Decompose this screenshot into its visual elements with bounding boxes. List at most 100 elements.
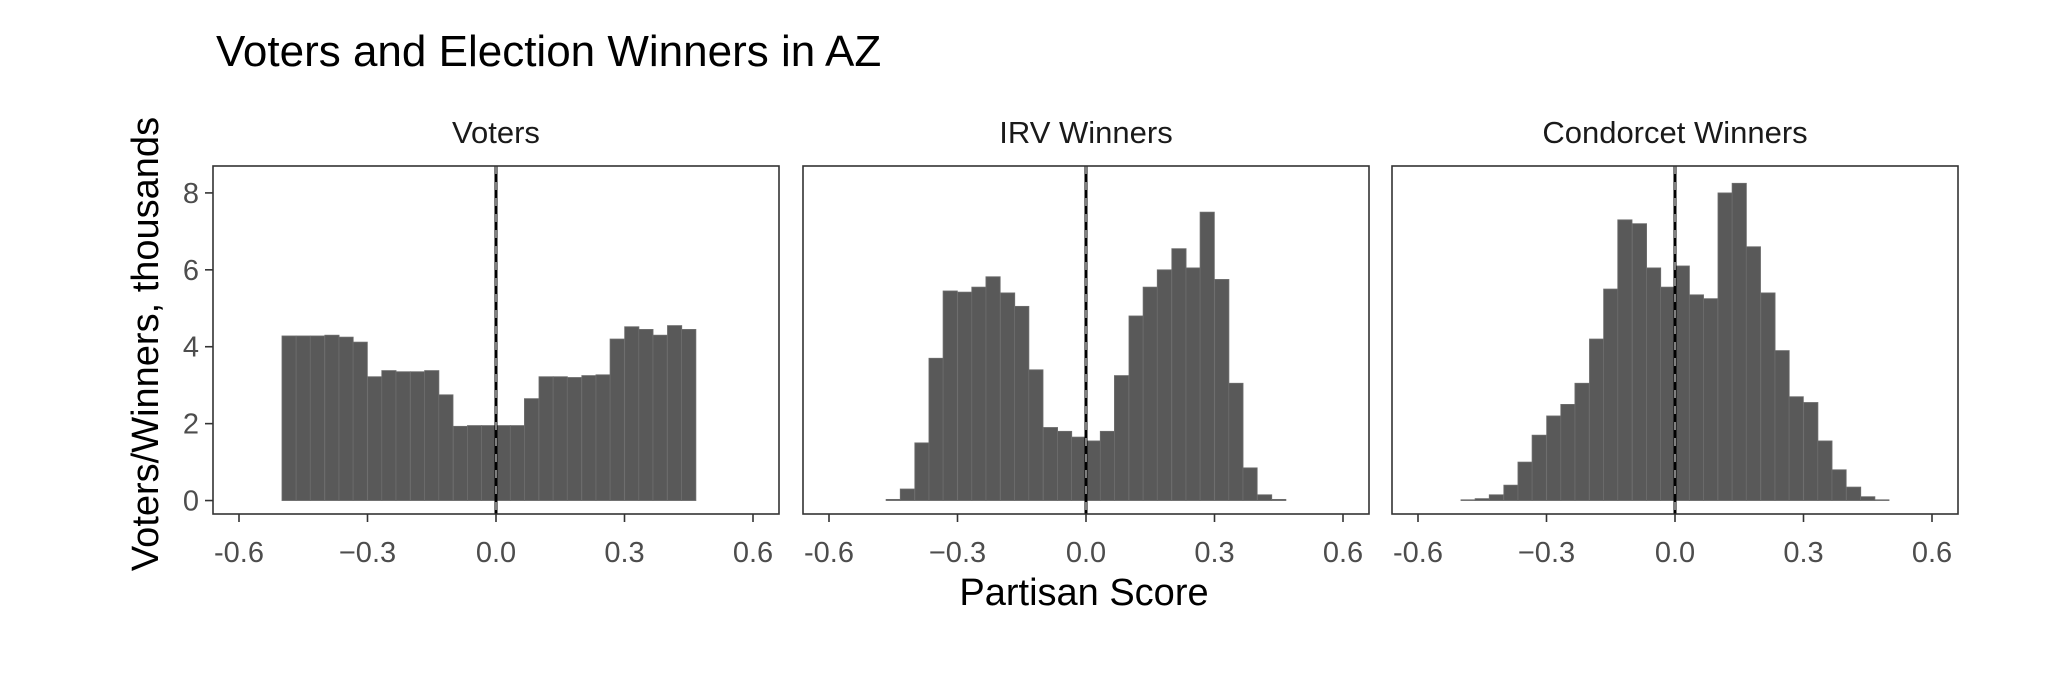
histogram-bar [1603, 288, 1619, 501]
histogram-bar [1774, 350, 1790, 501]
histogram-bar [424, 370, 440, 501]
histogram-bar [309, 335, 325, 501]
histogram-bar [581, 375, 597, 501]
histogram-bar [281, 335, 297, 501]
panel-3: Condorcet Winners -0.6 −0.3 0.0 0.3 0.6 [1391, 115, 1959, 569]
panel-strip-label: Voters [452, 115, 540, 150]
histogram-bar [1071, 436, 1087, 501]
histogram-bar [1199, 211, 1215, 501]
histogram-bar [1028, 369, 1044, 501]
histogram-bar [552, 376, 568, 501]
histogram-bar [1000, 292, 1016, 501]
x-tick-label: 0.0 [476, 537, 516, 569]
histogram-bar [495, 425, 511, 501]
histogram-bar [609, 338, 625, 501]
histogram-bar [1214, 279, 1230, 501]
histogram-bar [985, 276, 1001, 501]
chart-title: Voters and Election Winners in AZ [216, 27, 881, 76]
x-tick-label: 0.3 [1783, 537, 1823, 569]
histogram-bar [1171, 248, 1187, 501]
histogram-bar [410, 371, 426, 501]
histogram-bar [667, 325, 683, 501]
panel-2: IRV Winners -0.6 −0.3 0.0 0.3 0.6 [802, 115, 1370, 569]
histogram-bar [885, 498, 901, 501]
histogram-bar [1085, 440, 1101, 501]
histogram-bar [1042, 427, 1058, 501]
histogram-bar [899, 488, 915, 501]
x-tick-label: 0.6 [733, 537, 773, 569]
histogram-bar [681, 329, 697, 501]
histogram-bar [1242, 467, 1258, 501]
histogram-bar [524, 398, 540, 501]
y-tick-label: 6 [183, 255, 199, 287]
histogram-bar [352, 341, 368, 501]
x-tick-label: 0.6 [1323, 537, 1363, 569]
histogram-bar [595, 374, 611, 501]
x-tick-label: -0.6 [1393, 537, 1443, 569]
histogram-bar [1846, 486, 1862, 501]
histogram-bar [1631, 223, 1647, 501]
y-tick-label: 4 [183, 332, 199, 364]
histogram-bar [971, 286, 987, 501]
histogram-bar [1688, 294, 1704, 501]
histogram-bar [566, 377, 582, 501]
histogram-bar [1099, 430, 1115, 501]
panel-1: Voters -0.6 −0.3 0.0 0.3 0.6 0 2 4 6 8 [183, 115, 780, 569]
x-axis-title: Partisan Score [959, 572, 1208, 614]
histogram-bar [481, 425, 497, 501]
panel-strip-label: Condorcet Winners [1542, 115, 1807, 150]
histogram-bar [1460, 499, 1476, 501]
histogram-bar [1745, 246, 1761, 501]
x-tick-label: -0.6 [804, 537, 854, 569]
histogram-bar [1142, 286, 1158, 501]
histogram-bar [509, 425, 525, 501]
histogram-bar [295, 335, 311, 501]
histogram-bar [1156, 269, 1172, 501]
histogram-bar [381, 370, 397, 501]
x-tick-label: 0.3 [604, 537, 644, 569]
histogram-bar [1574, 382, 1590, 501]
histogram-bar [538, 376, 554, 501]
y-axis-title: Voters/Winners, thousands [125, 117, 167, 571]
histogram-bar [1474, 498, 1490, 501]
histogram-bar [1646, 267, 1662, 501]
x-tick-label: 0.3 [1194, 537, 1234, 569]
histogram-bar [1788, 396, 1804, 501]
histogram-bar [452, 425, 468, 501]
histogram-bar [338, 336, 354, 501]
histogram-bar [1185, 267, 1201, 501]
histogram-bar [914, 442, 930, 501]
x-tick-label: −0.3 [929, 537, 986, 569]
histogram-bar [1817, 440, 1833, 501]
histogram-bar [1731, 182, 1747, 501]
histogram-bar [1831, 469, 1847, 501]
histogram-bar [1517, 461, 1533, 501]
x-tick-label: −0.3 [339, 537, 396, 569]
histogram-bar [928, 357, 944, 501]
panel-strip-label: IRV Winners [999, 115, 1172, 150]
histogram-bar [624, 326, 640, 501]
histogram-bar [1703, 298, 1719, 501]
histogram-bar [1674, 265, 1690, 501]
y-tick-label: 0 [183, 486, 199, 518]
histogram-bar [1228, 382, 1244, 501]
histogram-bar [1114, 375, 1130, 501]
x-tick-label: 0.0 [1655, 537, 1695, 569]
histogram-bar [1589, 338, 1605, 501]
x-tick-label: 0.6 [1912, 537, 1952, 569]
histogram-bar [1257, 494, 1273, 501]
histogram-bar [1057, 430, 1073, 501]
y-tick-label: 2 [183, 409, 199, 441]
histogram-bar [652, 334, 668, 501]
histogram-bar [438, 394, 454, 501]
histogram-bar [1760, 292, 1776, 501]
histogram-bar [1503, 484, 1519, 501]
histogram-bar [395, 371, 411, 501]
histogram-bar [942, 290, 958, 501]
histogram-bar [638, 329, 654, 501]
histogram-bar [957, 291, 973, 501]
histogram-bar [1488, 494, 1504, 501]
histogram-bar [1617, 219, 1633, 501]
x-tick-label: −0.3 [1518, 537, 1575, 569]
